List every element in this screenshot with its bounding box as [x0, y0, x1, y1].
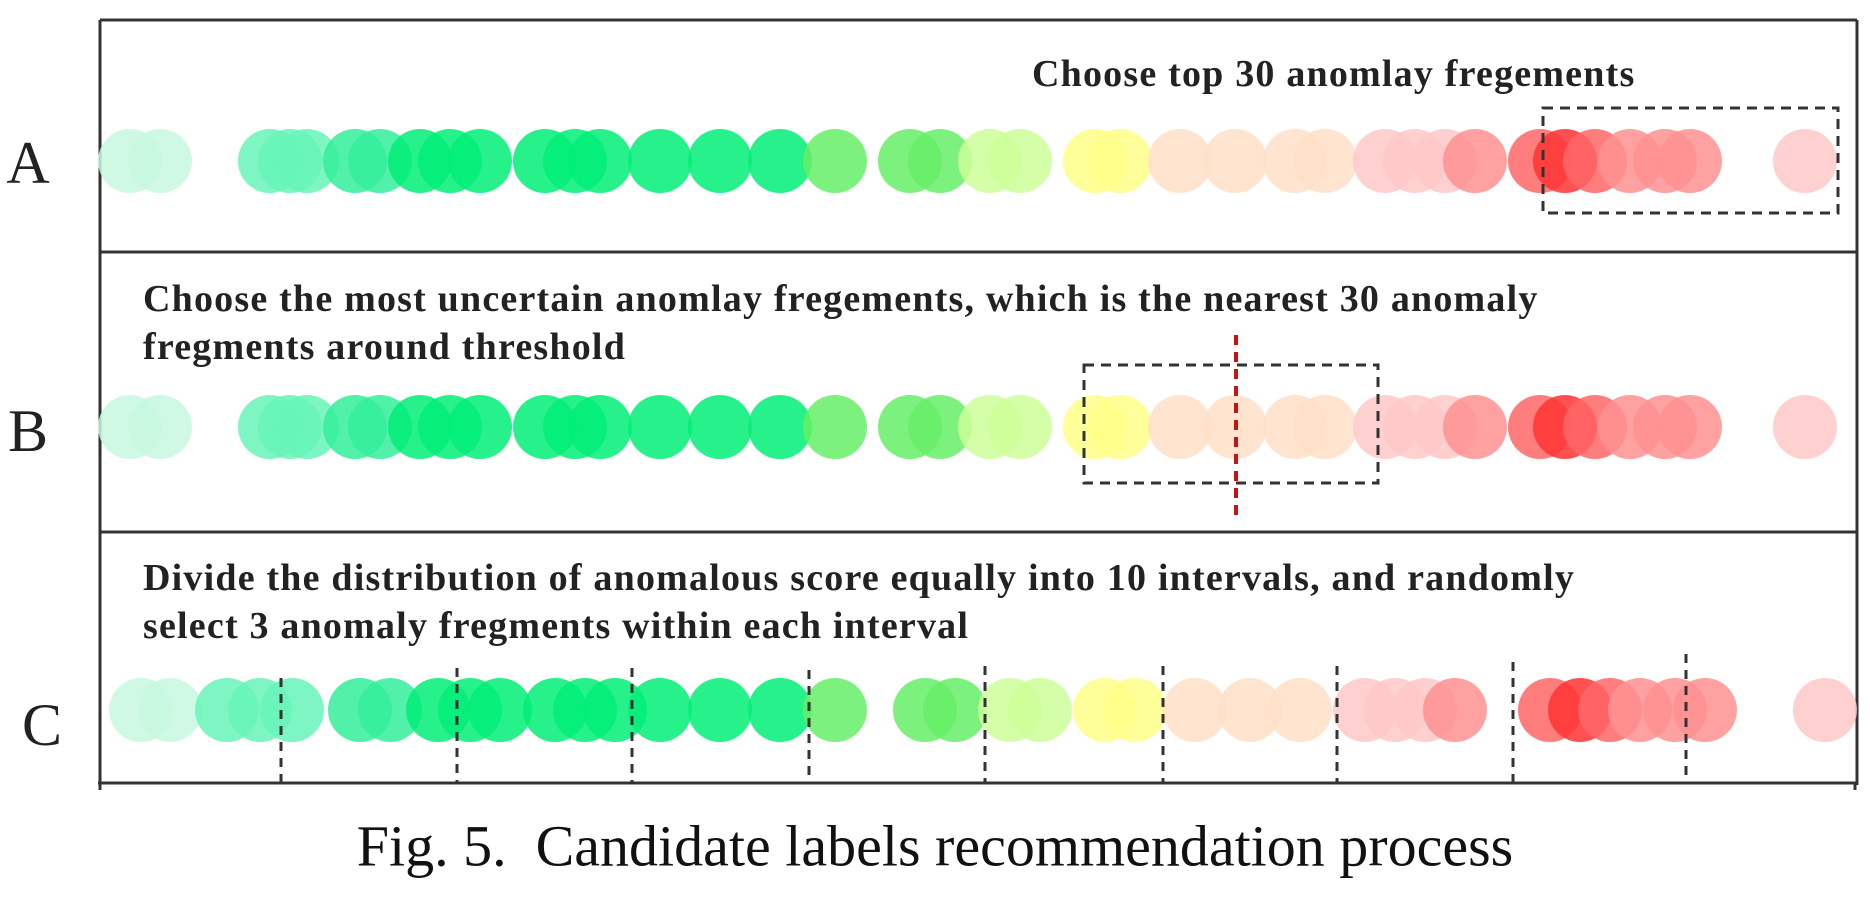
anomaly-fragment	[628, 129, 692, 193]
row-c-fragments	[109, 678, 1857, 742]
uncertain-selection-box	[1082, 363, 1380, 485]
row-b-fragments	[98, 395, 1837, 459]
anomaly-fragment	[1673, 678, 1737, 742]
anomaly-fragment	[1658, 129, 1722, 193]
anomaly-fragment	[908, 395, 972, 459]
anomaly-fragment	[988, 395, 1052, 459]
anomaly-fragment	[688, 395, 752, 459]
anomaly-fragment	[1658, 395, 1722, 459]
anomaly-fragment	[128, 395, 192, 459]
anomaly-fragment	[358, 678, 422, 742]
anomaly-fragment	[448, 395, 512, 459]
anomaly-fragment	[688, 678, 752, 742]
row-b-instruction-line2: fregments around threshold	[143, 326, 626, 368]
anomaly-fragment	[1443, 129, 1507, 193]
interval-dividers	[279, 654, 1688, 783]
anomaly-fragment	[923, 678, 987, 742]
anomaly-fragment	[275, 129, 339, 193]
anomaly-fragment	[988, 129, 1052, 193]
anomaly-fragment	[748, 129, 812, 193]
anomaly-fragment	[1203, 129, 1267, 193]
figure-caption: Fig. 5. Candidate labels recommendation …	[356, 813, 1514, 879]
top-selection-box	[1541, 106, 1840, 215]
row-c-instruction-line2: select 3 anomaly fregments within each i…	[143, 605, 969, 647]
row-label-b: B	[8, 398, 48, 464]
anomaly-fragment	[1293, 129, 1357, 193]
anomaly-fragment	[803, 395, 867, 459]
anomaly-fragment	[468, 678, 532, 742]
anomaly-fragment	[748, 678, 812, 742]
anomaly-fragment	[568, 395, 632, 459]
anomaly-fragment	[1773, 129, 1837, 193]
anomaly-fragment	[748, 395, 812, 459]
anomaly-fragment	[1443, 395, 1507, 459]
row-a-fragments	[98, 129, 1837, 193]
anomaly-fragment	[1268, 678, 1332, 742]
row-b-instruction-line1: Choose the most uncertain anomlay fregem…	[143, 278, 1539, 320]
anomaly-fragment	[128, 129, 192, 193]
anomaly-fragment	[1163, 678, 1227, 742]
anomaly-fragment	[1293, 395, 1357, 459]
anomaly-fragment	[1088, 395, 1152, 459]
row-c-instruction-line1: Divide the distribution of anomalous sco…	[143, 557, 1575, 599]
anomaly-fragment	[628, 395, 692, 459]
anomaly-fragment	[583, 678, 647, 742]
anomaly-fragment	[1793, 678, 1857, 742]
anomaly-fragment	[275, 395, 339, 459]
diagram-frame	[98, 18, 1859, 790]
anomaly-fragment	[803, 678, 867, 742]
anomaly-fragment	[628, 678, 692, 742]
anomaly-fragment	[1088, 129, 1152, 193]
anomaly-fragment	[568, 129, 632, 193]
anomaly-fragment	[1008, 678, 1072, 742]
anomaly-fragment	[138, 678, 202, 742]
anomaly-fragment	[1103, 678, 1167, 742]
row-a-instruction: Choose top 30 anomlay fregements	[1032, 53, 1635, 95]
anomaly-fragment	[1148, 129, 1212, 193]
anomaly-fragment	[908, 129, 972, 193]
anomaly-fragment	[688, 129, 752, 193]
row-label-a: A	[6, 130, 49, 196]
anomaly-fragment	[260, 678, 324, 742]
row-label-c: C	[22, 692, 62, 758]
anomaly-fragment	[1148, 395, 1212, 459]
anomaly-fragment	[1423, 678, 1487, 742]
anomaly-fragment	[1218, 678, 1282, 742]
anomaly-fragment	[448, 129, 512, 193]
anomaly-fragment	[1773, 395, 1837, 459]
anomaly-fragment	[803, 129, 867, 193]
